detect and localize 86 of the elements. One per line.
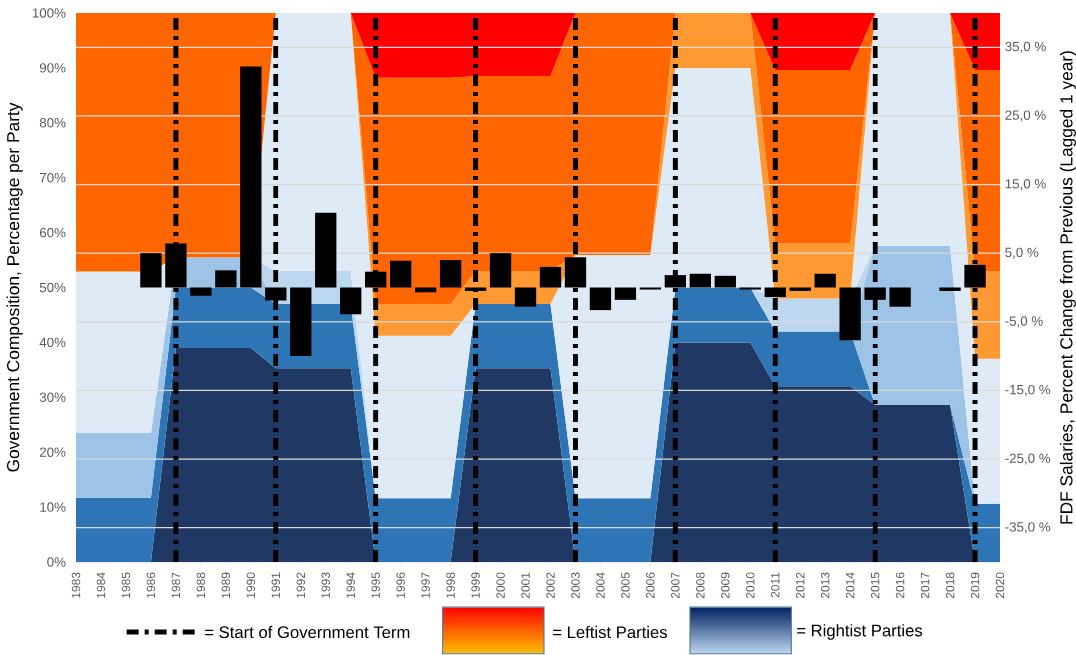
x-tick-label: 2014 [845, 572, 855, 599]
x-tick-label: 2004 [596, 572, 605, 599]
bar [589, 287, 612, 311]
text: = Start of Government Term [205, 625, 410, 639]
y2-tick-label: -15,0 % [1005, 384, 1051, 396]
text: = Leftist Parties [553, 625, 667, 639]
bar [439, 260, 462, 288]
x-tick-label: 1999 [471, 572, 480, 598]
y2-tick-label: -5,0 % [1005, 316, 1043, 328]
y-tick-label: 20% [39, 447, 66, 457]
x-tick-label: 1995 [371, 572, 380, 598]
bar [739, 287, 761, 290]
y-tick-label: 60% [39, 227, 66, 238]
x-tick-label: 2001 [521, 572, 530, 599]
bar [839, 287, 861, 341]
x-tick-label: 2006 [646, 572, 655, 599]
bar [215, 270, 237, 288]
y-tick-label: 70% [39, 172, 66, 183]
x-tick-label: 2018 [945, 572, 955, 599]
x-tick-label: 1998 [446, 572, 455, 598]
bar [340, 287, 362, 315]
y2-tick-label: -25,0 % [1005, 453, 1051, 465]
y2-tick-label: 5,0 % [1005, 247, 1039, 259]
x-tick-label: 1988 [196, 572, 206, 598]
bar [140, 253, 162, 288]
bar [614, 287, 637, 300]
x-tick-label: 1986 [146, 572, 156, 598]
bar [290, 287, 312, 357]
x-tick-label: 2008 [696, 572, 705, 599]
bar [539, 266, 562, 288]
x-tick-label: 1989 [221, 572, 231, 598]
x-tick-label: 2016 [895, 572, 905, 599]
x-tick-label: 1993 [321, 572, 330, 598]
x-tick-label: 2013 [820, 572, 830, 599]
bar [889, 287, 911, 307]
bar [190, 287, 212, 296]
x-tick-label: 2019 [970, 572, 980, 599]
y-tick-label: 0% [47, 557, 66, 567]
y-tick-label: 80% [39, 118, 66, 128]
y2-axis-title: FDF Salaries, Percent Change from Previous (Lagged 1 year) [1059, 51, 1076, 524]
x-tick-label: 1992 [296, 572, 306, 598]
x-tick-label: 2000 [496, 572, 505, 599]
bar [689, 273, 711, 288]
x-tick-label: 2005 [621, 572, 630, 599]
y2-tick-label: 35,0 % [1005, 41, 1046, 53]
x-tick-label: 1985 [121, 572, 131, 598]
bar [240, 66, 262, 288]
bar [489, 253, 512, 288]
x-tick-label: 1983 [71, 572, 81, 598]
x-tick-label: 1990 [246, 572, 256, 598]
bar [389, 260, 412, 288]
x-tick-label: 2009 [721, 572, 730, 599]
bar [939, 287, 961, 291]
x-tick-label: 2007 [671, 572, 680, 599]
y2-tick-label: 25,0 % [1005, 110, 1046, 122]
y-tick-label: 40% [39, 337, 66, 348]
y-tick-label: 30% [39, 392, 66, 402]
bar [714, 275, 736, 288]
x-tick-label: 2017 [920, 572, 930, 599]
text: = Rightist Parties [797, 624, 923, 640]
bar [814, 273, 836, 288]
x-tick-label: 2010 [746, 572, 755, 599]
x-tick-label: 2012 [795, 572, 805, 599]
x-tick-label: 1991 [271, 572, 281, 598]
y-tick-label: 50% [39, 282, 66, 293]
bar [514, 287, 537, 307]
bar [789, 287, 811, 291]
y-axis-title: Government Composition, Percentage per Party [6, 102, 23, 472]
x-tick-label: 2002 [546, 572, 555, 599]
x-tick-label: 1984 [96, 572, 106, 598]
x-tick-label: 2011 [770, 572, 780, 598]
x-tick-label: 2015 [870, 572, 880, 599]
bar [414, 287, 437, 293]
x-tick-label: 1996 [396, 572, 405, 598]
y-tick-label: 100% [32, 8, 66, 18]
x-tick-label: 2003 [571, 572, 580, 599]
y-tick-label: 90% [39, 63, 66, 73]
y-tick-label: 10% [40, 502, 66, 512]
x-tick-label: 1987 [171, 572, 181, 598]
x-tick-label: 2020 [995, 572, 1005, 599]
y2-tick-label: -35,0 % [1005, 522, 1051, 534]
x-tick-label: 1994 [346, 572, 355, 598]
y2-tick-label: 15,0 % [1005, 179, 1046, 191]
bar [315, 212, 337, 288]
bar [639, 287, 662, 290]
x-tick-label: 1997 [421, 572, 430, 598]
